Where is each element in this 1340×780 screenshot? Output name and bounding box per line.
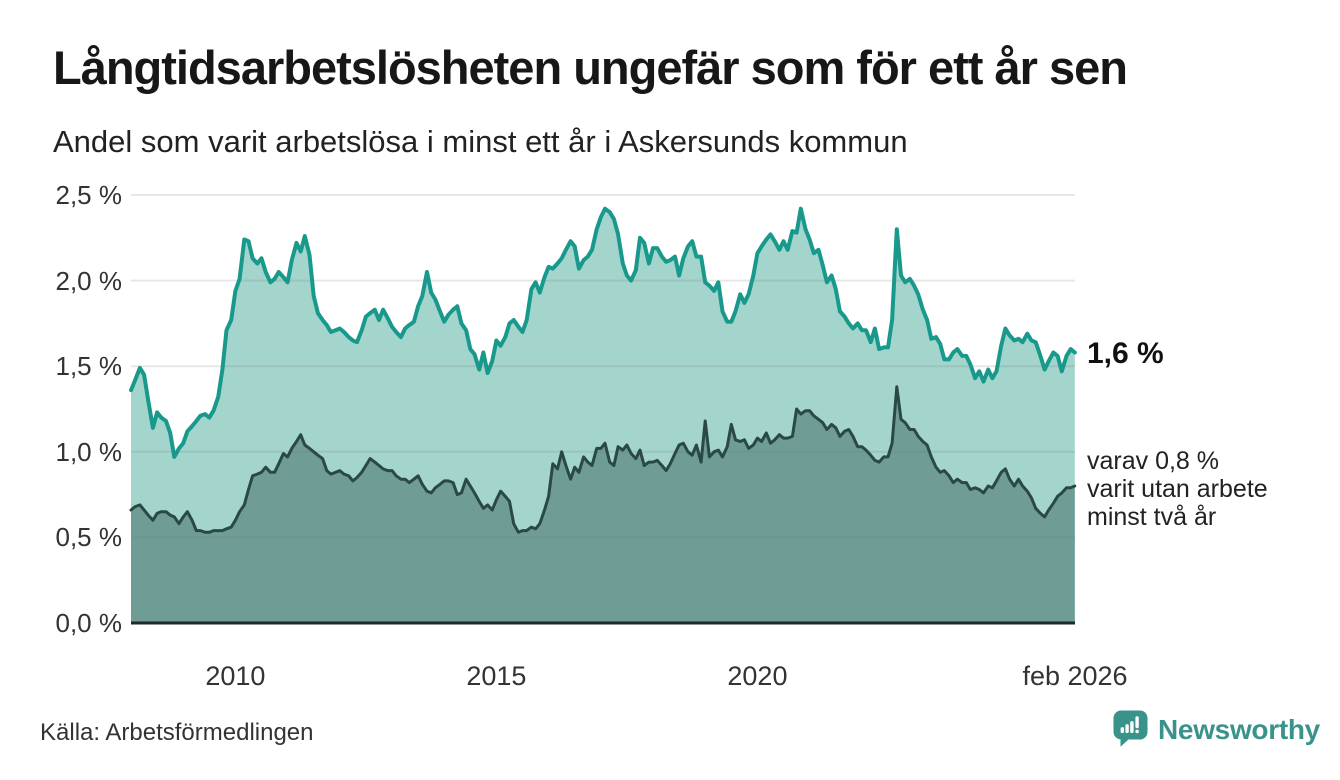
y-axis-tick-label: 1,5 % — [55, 351, 123, 382]
chart-subtitle: Andel som varit arbetslösa i minst ett å… — [53, 124, 908, 159]
y-axis-tick-label: 0,0 % — [55, 608, 123, 638]
series-note-annotation: varav 0,8 % varit utan arbete minst två … — [1087, 447, 1268, 531]
note-line-3: minst två år — [1087, 503, 1217, 531]
source-credit: Källa: Arbetsförmedlingen — [40, 719, 314, 746]
newsworthy-bubble-chart-icon — [1112, 709, 1149, 752]
page-title: Långtidsarbetslösheten ungefär som för e… — [53, 41, 1128, 94]
series-end-value-label: 1,6 % — [1087, 337, 1164, 370]
x-axis-tick-label: 2015 — [466, 661, 527, 691]
y-axis-tick-label: 2,5 % — [55, 180, 123, 210]
y-axis-tick-label: 1,0 % — [55, 436, 123, 467]
x-axis-tick-label: 2020 — [727, 661, 788, 691]
brand-name: Newsworthy — [1158, 714, 1320, 745]
x-axis-tick-label: feb 2026 — [1022, 661, 1128, 691]
note-line-2: varit utan arbete — [1087, 475, 1268, 503]
brand-logo: Newsworthy — [1112, 709, 1320, 752]
y-axis-tick-label: 0,5 % — [55, 522, 123, 553]
y-axis-tick-label: 2,0 % — [55, 265, 123, 296]
note-line-1: varav 0,8 % — [1087, 447, 1220, 475]
x-axis-tick-label: 2010 — [205, 661, 266, 691]
